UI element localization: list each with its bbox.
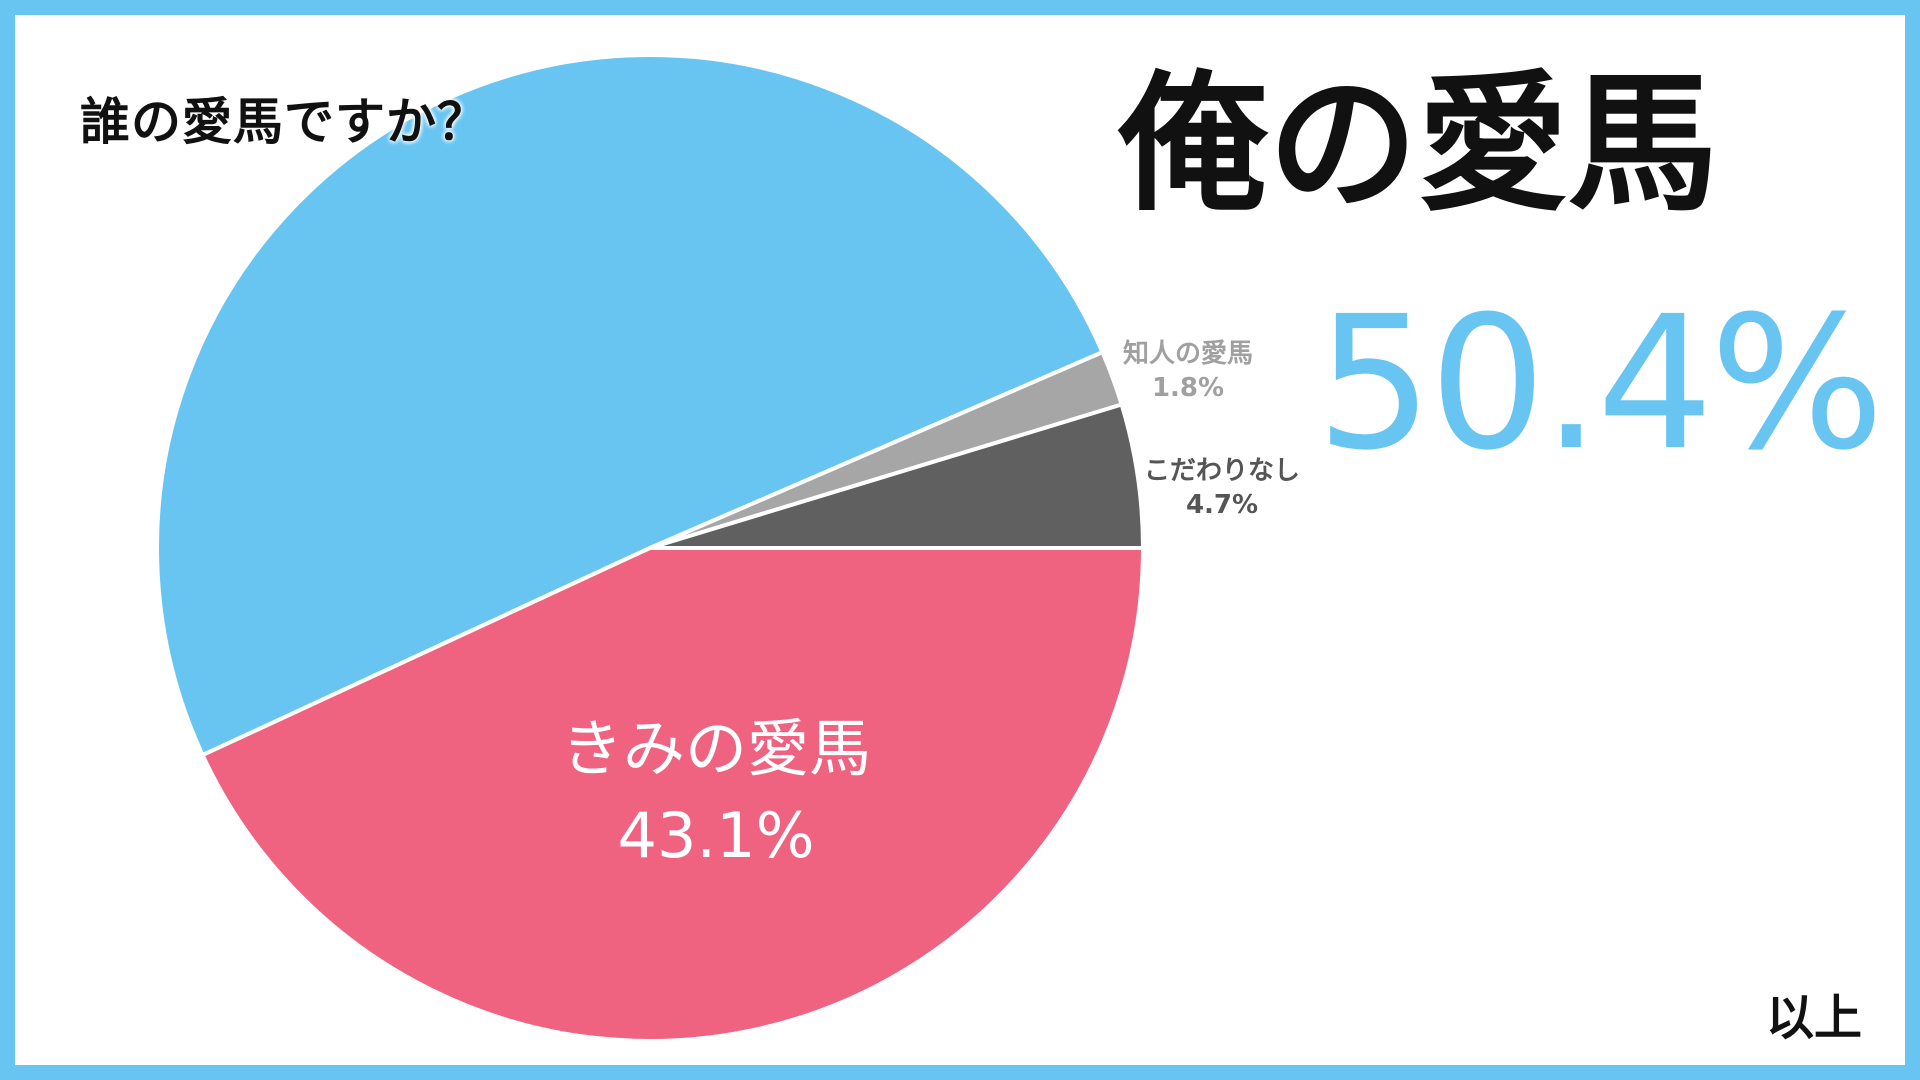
slice-label-kodawari: こだわりなし 4.7% — [1132, 455, 1312, 523]
headline-title: 俺の愛馬 — [1118, 58, 1719, 232]
slice-label-kodawari-name: こだわりなし — [1143, 456, 1300, 486]
slice-kimi — [200, 546, 1145, 1043]
slice-label-chijin-value: 1.8% — [1151, 372, 1225, 403]
slice-label-chijin-name: 知人の愛馬 — [1122, 339, 1253, 369]
chart-question: 誰の愛馬ですか？ — [80, 93, 488, 151]
footer-text: 以上 — [1765, 990, 1862, 1046]
slice-label-kimi: きみの愛馬 43.1% — [516, 706, 916, 880]
slice-label-kimi-name: きみの愛馬 — [560, 712, 871, 785]
slice-ore — [154, 52, 1105, 758]
slice-label-chijin: 知人の愛馬 1.8% — [1098, 338, 1278, 406]
slice-label-kimi-value: 43.1% — [617, 798, 815, 872]
slice-label-kodawari-value: 4.7% — [1185, 489, 1259, 520]
headline-percent: 50.4% — [1316, 277, 1885, 491]
